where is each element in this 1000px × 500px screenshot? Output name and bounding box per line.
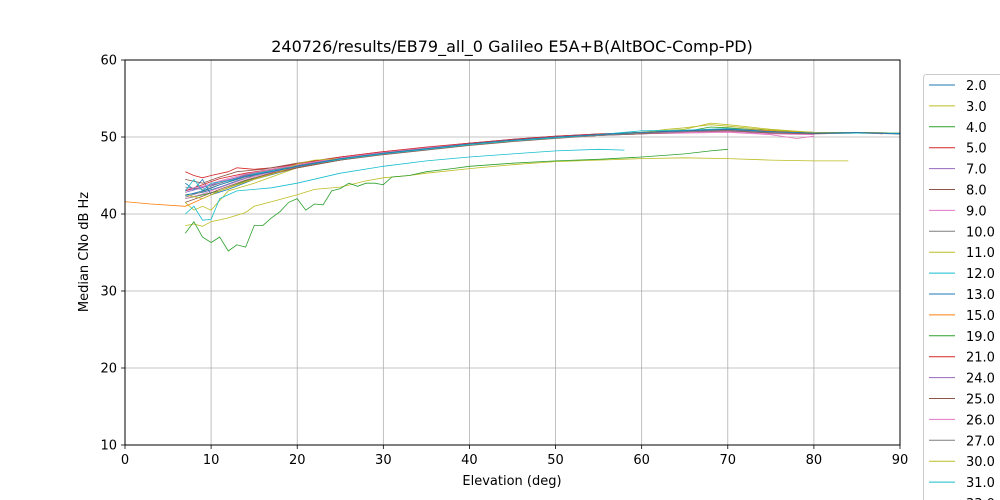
y-tick-label: 60 (100, 54, 117, 69)
legend-label: 10.0 (966, 225, 995, 240)
series-line-33-0 (185, 128, 901, 196)
legend-label: 24.0 (966, 372, 995, 387)
x-tick-label: 80 (806, 453, 823, 468)
legend-label: 4.0 (966, 121, 987, 136)
legend-label: 13.0 (966, 288, 995, 303)
legend-label: 5.0 (966, 142, 987, 157)
y-tick-label: 10 (100, 439, 117, 454)
legend: 2.0 3.0 4.0 5.0 7.0 8.0 9.0 10.0 11.0 12.0 13.0 15.… (923, 74, 1000, 500)
y-axis-label: Median CNo dB Hz (77, 192, 92, 312)
x-tick-label: 70 (720, 453, 737, 468)
y-axis-ticks: 10 20 30 40 50 60 (100, 54, 125, 454)
x-tick-label: 0 (121, 453, 129, 468)
x-tick-label: 60 (633, 453, 650, 468)
chart-title: 240726/results/EB79_all_0 Galileo E5A+B(… (271, 37, 753, 57)
plot-frame (124, 59, 901, 446)
legend-label: 25.0 (966, 393, 995, 408)
y-tick-label: 30 (100, 285, 117, 300)
legend-frame (923, 74, 1000, 500)
legend-label: 7.0 (966, 163, 987, 178)
x-tick-label: 50 (547, 453, 564, 468)
legend-label: 27.0 (966, 434, 995, 449)
legend-label: 2.0 (966, 79, 987, 94)
legend-label: 11.0 (966, 246, 995, 261)
x-tick-label: 40 (461, 453, 478, 468)
legend-label: 21.0 (966, 351, 995, 366)
x-tick-label: 90 (892, 453, 909, 468)
legend-label: 12.0 (966, 267, 995, 282)
legend-label: 33.0 (966, 497, 995, 500)
y-tick-label: 50 (100, 131, 117, 146)
x-axis-label: Elevation (deg) (462, 474, 561, 489)
x-tick-label: 20 (289, 453, 306, 468)
legend-label: 19.0 (966, 330, 995, 345)
legend-label: 26.0 (966, 413, 995, 428)
legend-label: 8.0 (966, 184, 987, 199)
legend-label: 9.0 (966, 204, 987, 219)
legend-label: 31.0 (966, 476, 995, 491)
series-line-25-0 (185, 130, 857, 203)
series-line-19-0 (184, 148, 728, 252)
x-axis-ticks: 0 10 20 30 40 50 60 70 80 90 (121, 445, 908, 468)
legend-label: 3.0 (966, 100, 987, 115)
legend-label: 30.0 (966, 455, 995, 470)
y-tick-label: 20 (100, 362, 117, 377)
legend-label: 15.0 (966, 309, 995, 324)
series-line-12-0 (185, 148, 625, 221)
y-tick-label: 40 (100, 208, 117, 223)
series-line-11-0 (185, 157, 849, 227)
x-tick-label: 10 (203, 453, 220, 468)
plot-series (124, 122, 901, 252)
x-tick-label: 30 (375, 453, 392, 468)
